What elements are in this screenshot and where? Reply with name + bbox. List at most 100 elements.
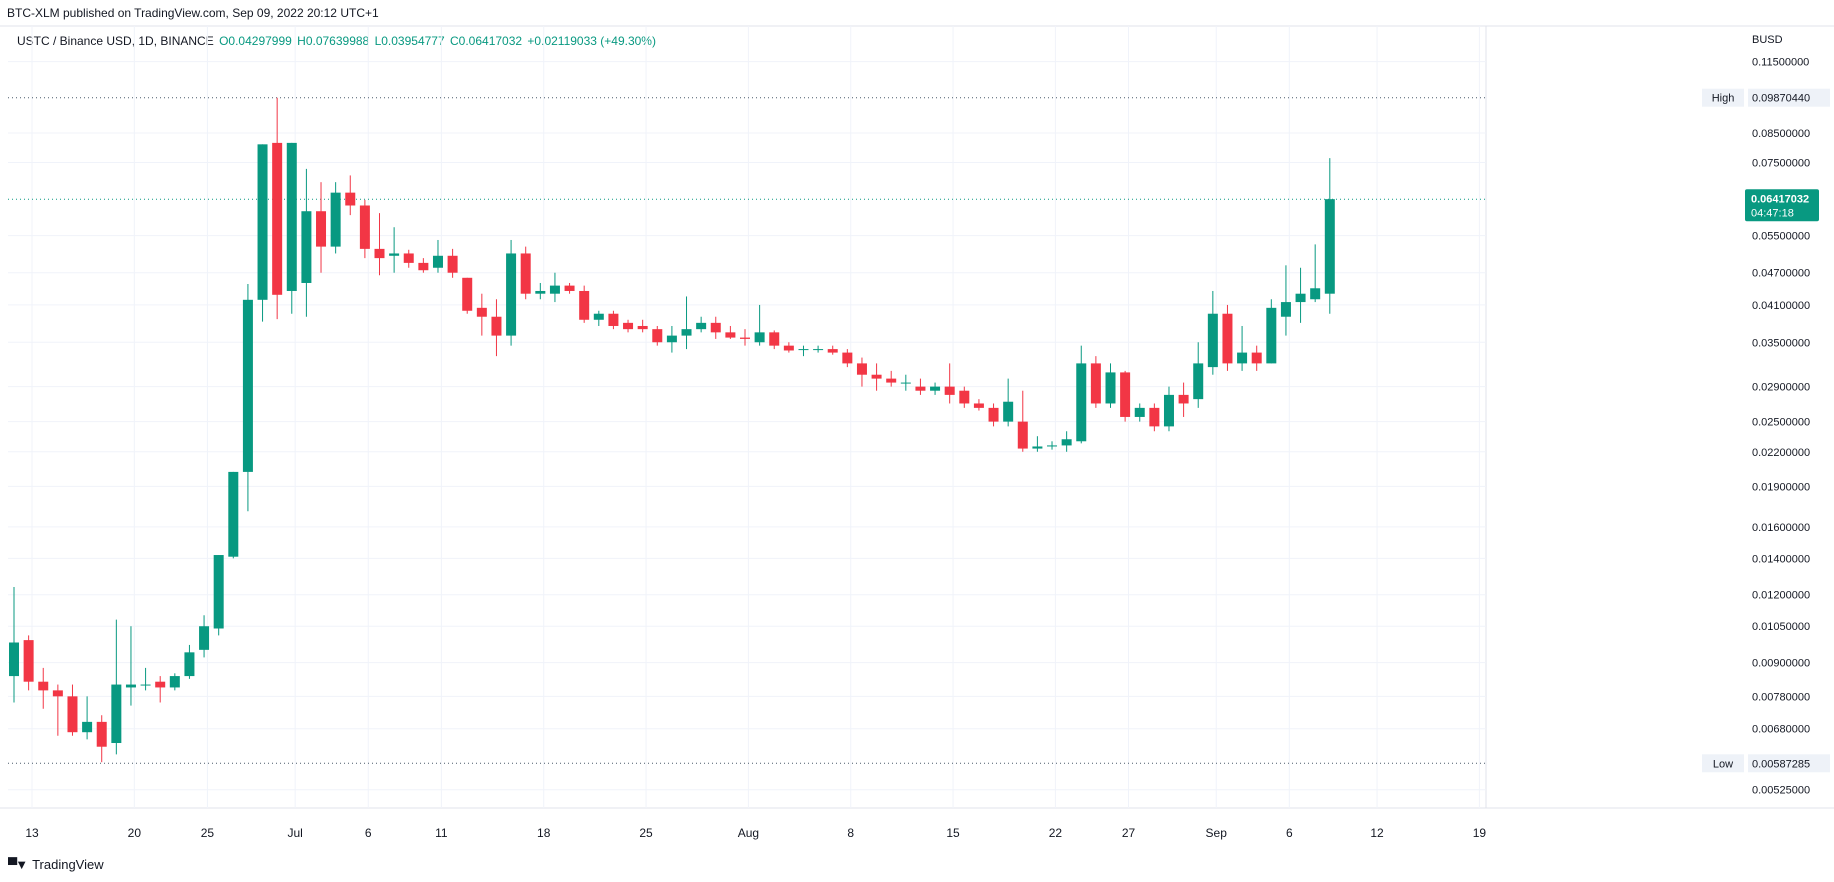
grid-lines — [0, 25, 1834, 809]
candle-body — [973, 403, 984, 408]
candle — [652, 325, 663, 346]
candle — [242, 284, 253, 512]
y-tick-label: 0.01400000 — [1752, 553, 1810, 565]
candle — [389, 227, 400, 273]
y-tick-label: 0.01900000 — [1752, 481, 1810, 493]
candle-body — [623, 322, 634, 330]
price-axis: 0.11500000 0.08500000 0.07500000 0.05500000… — [1752, 57, 1810, 797]
candle-body — [1280, 302, 1291, 317]
candle — [1134, 403, 1145, 422]
candle — [476, 293, 487, 336]
candle — [1193, 342, 1204, 408]
candle-body — [666, 335, 677, 343]
candle — [316, 182, 327, 273]
candle — [82, 696, 93, 740]
candle — [23, 635, 34, 691]
candle-body — [813, 349, 824, 351]
candle-body — [345, 192, 356, 206]
low-tag-label: Low — [1713, 758, 1733, 770]
candle — [930, 382, 941, 395]
candle — [1222, 304, 1233, 371]
candle — [38, 667, 49, 709]
candle-body — [608, 313, 619, 326]
candle — [345, 175, 356, 216]
x-tick-label: 6 — [1286, 826, 1293, 840]
candle-body — [403, 253, 414, 263]
ohlc-change: +0.02119033 (+49.30%) — [527, 34, 656, 48]
price-tags: High 0.09870440 Low 0.00587285 0.06417032 04:… — [1702, 88, 1830, 773]
candle-body — [769, 332, 780, 346]
candle — [374, 213, 385, 276]
candle — [1149, 403, 1160, 432]
tradingview-logo-icon: ▀▼ — [8, 857, 28, 872]
candle-body — [52, 690, 63, 697]
candle — [1032, 436, 1043, 452]
candle-body — [462, 277, 473, 311]
candle — [199, 615, 210, 658]
candle-body — [856, 363, 867, 375]
candle — [564, 282, 575, 294]
candle-body — [1266, 307, 1277, 364]
candle-body — [827, 349, 838, 353]
candle-body — [96, 721, 107, 747]
candle-body — [111, 684, 122, 744]
candle-body — [1222, 313, 1233, 364]
candle-body — [272, 142, 283, 295]
ohlc-low: L0.03954777 — [374, 34, 445, 48]
candle — [432, 239, 443, 273]
x-tick-label: 22 — [1049, 826, 1063, 840]
symbol-name[interactable]: USTC / Binance USD, 1D, BINANCE — [17, 34, 214, 48]
candle-body — [1047, 445, 1058, 447]
candle — [900, 374, 911, 391]
high-value-label: 0.09870440 — [1752, 93, 1810, 105]
symbol-legend: USTC / Binance USD, 1D, BINANCE O0.04297… — [17, 34, 658, 48]
candle-body — [915, 386, 926, 391]
x-tick-label: 25 — [201, 826, 215, 840]
candle — [681, 296, 692, 350]
candle-body — [67, 696, 78, 733]
candle — [257, 144, 268, 322]
candle-body — [1017, 421, 1028, 449]
candle — [52, 684, 63, 736]
candle — [623, 319, 634, 333]
candle — [286, 142, 297, 314]
candle — [1178, 382, 1189, 417]
candle-body — [447, 255, 458, 273]
candle-body — [842, 352, 853, 364]
candle-body — [9, 642, 19, 677]
candle-body — [1237, 352, 1248, 364]
time-axis: 13 20 25 Jul 6 11 18 25 Aug 8 15 22 27 Sep 6 12 19 — [25, 826, 1486, 840]
candle — [871, 363, 882, 391]
candle — [213, 555, 224, 636]
y-tick-label: 0.01050000 — [1752, 621, 1810, 633]
candle — [418, 258, 429, 273]
candle-body — [389, 253, 400, 256]
low-value-bg — [1748, 754, 1830, 773]
candle-body — [82, 721, 93, 733]
candle — [740, 329, 750, 346]
candle-body — [1076, 363, 1087, 442]
candle — [301, 168, 312, 317]
tradingview-logo[interactable]: ▀▼ TradingView — [8, 857, 104, 872]
candle-body — [418, 262, 429, 271]
x-tick-label: 12 — [1370, 826, 1384, 840]
candle — [725, 325, 736, 339]
candle — [462, 277, 473, 314]
candle — [637, 319, 648, 333]
candle-body — [579, 290, 590, 320]
y-tick-label: 0.01200000 — [1752, 590, 1810, 602]
candle — [1105, 363, 1116, 408]
candle — [272, 97, 283, 320]
x-tick-label: 13 — [25, 826, 39, 840]
candle-body — [432, 255, 443, 268]
candle-body — [1163, 394, 1174, 427]
candles — [9, 97, 1335, 763]
x-tick-label: 25 — [639, 826, 653, 840]
candle — [827, 345, 838, 355]
candle — [944, 363, 955, 404]
candle — [228, 471, 239, 559]
candle-body — [140, 684, 151, 686]
candle — [359, 199, 370, 259]
candle-body — [1061, 439, 1072, 446]
